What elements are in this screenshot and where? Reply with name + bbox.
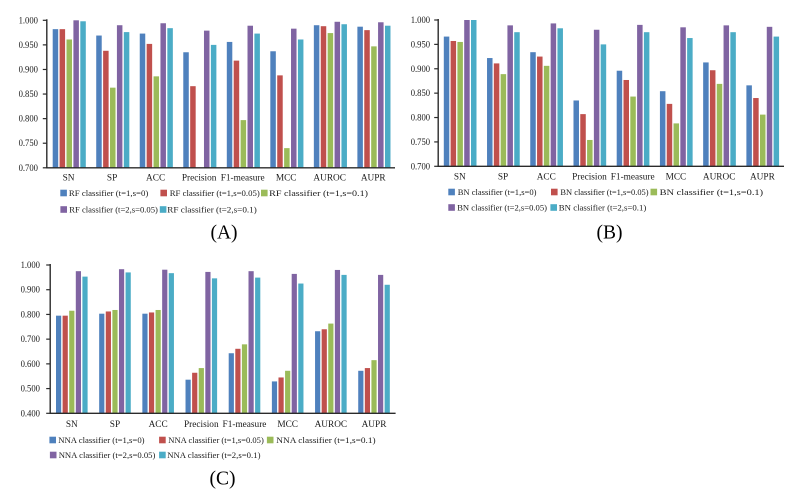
svg-text:RF classifier (t=1,s=0.1): RF classifier (t=1,s=0.1): [269, 188, 368, 198]
svg-text:0.700: 0.700: [21, 334, 41, 344]
svg-text:MCC: MCC: [276, 174, 297, 184]
svg-text:0.600: 0.600: [21, 359, 41, 369]
svg-text:BN classifier (t=2,s=0.1): BN classifier (t=2,s=0.1): [559, 203, 647, 213]
svg-text:0.800: 0.800: [19, 114, 39, 124]
svg-text:AUROC: AUROC: [703, 172, 736, 182]
svg-text:1.000: 1.000: [21, 260, 41, 270]
svg-text:0.800: 0.800: [411, 113, 431, 123]
svg-text:AUPR: AUPR: [362, 420, 388, 430]
svg-text:ACC: ACC: [149, 420, 168, 430]
svg-text:MCC: MCC: [666, 172, 687, 182]
svg-text:0.750: 0.750: [19, 138, 39, 148]
svg-text:SP: SP: [498, 172, 508, 182]
svg-text:(A): (A): [210, 223, 237, 244]
svg-text:NNA classifier (t=1,s=0.1): NNA classifier (t=1,s=0.1): [276, 435, 375, 445]
svg-text:0.400: 0.400: [21, 408, 41, 418]
svg-text:AUROC: AUROC: [315, 420, 348, 430]
svg-text:ACC: ACC: [537, 172, 556, 182]
svg-text:0.900: 0.900: [411, 64, 431, 74]
svg-text:F1-measure: F1-measure: [221, 174, 265, 184]
svg-text:ACC: ACC: [146, 174, 165, 184]
svg-text:AUPR: AUPR: [750, 172, 776, 182]
svg-text:RF classifier (t=2,s=0.05): RF classifier (t=2,s=0.05): [69, 205, 158, 215]
svg-text:SN: SN: [66, 420, 78, 430]
svg-text:0.900: 0.900: [19, 64, 39, 74]
svg-text:BN classifier (t=1,s=0): BN classifier (t=1,s=0): [458, 187, 537, 197]
svg-text:BN classifier (t=1,s=0.05): BN classifier (t=1,s=0.05): [560, 187, 648, 197]
svg-text:Precision: Precision: [184, 420, 219, 430]
svg-text:0.950: 0.950: [19, 40, 39, 50]
svg-text:0.500: 0.500: [21, 384, 41, 394]
svg-text:NNA classifier (t=2,s=0.05): NNA classifier (t=2,s=0.05): [59, 450, 156, 460]
svg-text:RF classifier (t=2,s=0.1): RF classifier (t=2,s=0.1): [167, 205, 257, 215]
svg-text:RF classifier (t=1,s=0.05): RF classifier (t=1,s=0.05): [170, 188, 260, 198]
svg-text:0.950: 0.950: [411, 39, 431, 49]
svg-text:(B): (B): [597, 223, 623, 244]
svg-text:SN: SN: [63, 174, 75, 184]
svg-text:1.000: 1.000: [19, 15, 39, 25]
svg-text:BN classifier (t=2,s=0.05): BN classifier (t=2,s=0.05): [457, 203, 547, 213]
svg-text:0.700: 0.700: [19, 163, 39, 173]
svg-text:BN classifier (t=1,s=0.1): BN classifier (t=1,s=0.1): [660, 187, 764, 197]
svg-text:0.850: 0.850: [19, 89, 39, 99]
svg-text:Precision: Precision: [182, 174, 217, 184]
svg-text:NNA classifier (t=1,s=0.05): NNA classifier (t=1,s=0.05): [168, 435, 264, 445]
svg-text:NNA classifier (t=2,s=0.1): NNA classifier (t=2,s=0.1): [167, 450, 260, 460]
svg-text:F1-measure: F1-measure: [223, 420, 267, 430]
svg-text:Precision: Precision: [572, 172, 607, 182]
svg-text:0.750: 0.750: [411, 137, 431, 147]
svg-text:RF classifier (t=1,s=0): RF classifier (t=1,s=0): [69, 188, 148, 198]
svg-text:NNA classifier (t=1,s=0): NNA classifier (t=1,s=0): [58, 435, 144, 445]
svg-text:MCC: MCC: [277, 420, 298, 430]
svg-text:SP: SP: [110, 420, 120, 430]
svg-text:AUROC: AUROC: [313, 174, 346, 184]
svg-text:AUPR: AUPR: [361, 174, 387, 184]
svg-text:0.800: 0.800: [21, 309, 41, 319]
svg-text:F1-measure: F1-measure: [611, 172, 655, 182]
svg-text:SN: SN: [454, 172, 466, 182]
svg-text:1.000: 1.000: [411, 15, 431, 25]
svg-text:(C): (C): [210, 469, 236, 490]
svg-text:0.700: 0.700: [411, 161, 431, 171]
svg-text:SP: SP: [107, 174, 117, 184]
svg-text:0.850: 0.850: [411, 88, 431, 98]
svg-text:0.900: 0.900: [21, 285, 41, 295]
